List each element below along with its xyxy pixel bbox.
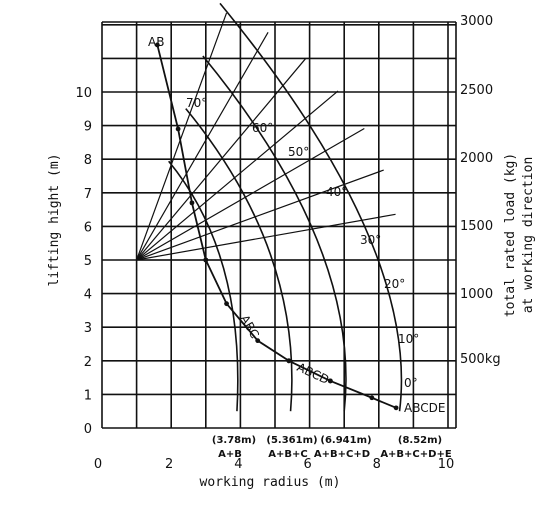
y2-tick-label: 500kg	[460, 352, 501, 367]
boom-section-length: (6.941m)	[320, 435, 371, 446]
y-tick-labels: 0 1 2 3 4 5 6 7 8 9 10	[75, 86, 92, 437]
load-point	[224, 301, 229, 307]
grid	[101, 21, 457, 429]
boom-section-labels: (3.78m) A+B (5.361m) A+B+C (6.941m) A+B+C+D (8…	[212, 435, 452, 460]
boom-section-combo: A+B+C+D+E	[380, 449, 452, 460]
y2-tick-labels: 500kg 1000 1500 2000 2500 3000	[460, 14, 501, 367]
load-point	[393, 405, 399, 411]
y-tick-label: 10	[75, 86, 92, 101]
range-arc	[202, 55, 347, 412]
y-tick-label: 5	[84, 254, 92, 269]
angle-label: 30°	[360, 233, 381, 247]
x-tick-label: 0	[94, 457, 102, 472]
x-tick-label: 6	[303, 457, 311, 472]
angle-label: 60°	[252, 121, 273, 135]
boom-section-combo: A+B	[218, 449, 242, 460]
load-curve-label: ABCD	[295, 360, 332, 387]
y-tick-label: 7	[84, 187, 92, 202]
angle-ray	[136, 213, 396, 261]
angle-ray	[136, 128, 365, 261]
range-arc	[219, 2, 403, 412]
y2-axis-label-1: total rated load (kg)	[503, 153, 518, 317]
y-tick-label: 8	[84, 153, 92, 168]
angle-label: 20°	[384, 277, 405, 291]
angle-label: 50°	[288, 145, 309, 159]
angle-label: 0°	[404, 376, 418, 390]
boom-section-length: (8.52m)	[398, 435, 442, 446]
boom-section-length: (5.361m)	[266, 435, 317, 446]
load-curve-segment	[204, 259, 290, 362]
angle-labels: 0° 10° 20° 30° 40° 50° 60° 70°	[186, 96, 419, 390]
angle-ray	[136, 31, 269, 261]
x-tick-label: 2	[165, 457, 173, 472]
load-point	[203, 257, 209, 263]
load-point	[154, 42, 160, 48]
load-curve-segment	[156, 44, 207, 261]
range-arc	[168, 160, 239, 412]
y-axis-label: lifting hight (m)	[47, 153, 62, 286]
load-curve-segment	[288, 359, 331, 382]
load-curve-label: AB	[148, 35, 164, 49]
load-point	[286, 358, 292, 364]
y-tick-label: 9	[84, 120, 92, 135]
load-curve-label: ABCDE	[404, 401, 445, 415]
y-tick-label: 2	[84, 355, 92, 370]
x-tick-label: 10	[438, 457, 455, 472]
y-tick-label: 4	[84, 288, 92, 303]
y-tick-label: 6	[84, 220, 92, 235]
angle-label: 70°	[186, 96, 207, 110]
y2-tick-label: 1500	[460, 219, 493, 234]
y-tick-label: 3	[84, 321, 92, 336]
x-tick-label: 4	[234, 457, 242, 472]
x-axis-label: working radius (m)	[200, 475, 341, 490]
angle-ray	[136, 90, 339, 261]
load-point	[255, 338, 261, 344]
y-tick-label: 0	[84, 422, 92, 437]
y2-tick-label: 3000	[460, 14, 493, 29]
boom-section-combo: A+B+C+D	[314, 449, 370, 460]
working-range-arcs	[136, 2, 403, 412]
range-arc	[185, 108, 293, 412]
angle-ray	[136, 169, 384, 261]
load-point	[369, 395, 375, 401]
x-tick-labels: 0 2 4 6 8 10	[94, 457, 454, 472]
angle-ray	[136, 12, 228, 261]
angle-ray	[136, 58, 307, 261]
y2-tick-label: 2500	[460, 83, 493, 98]
load-point	[175, 126, 181, 132]
y2-tick-label: 1000	[460, 287, 493, 302]
load-curve	[154, 42, 399, 411]
y-tick-label: 1	[84, 388, 92, 403]
load-point	[327, 378, 333, 384]
x-tick-label: 8	[373, 457, 381, 472]
load-point	[189, 200, 195, 206]
angle-label: 40°	[326, 185, 347, 199]
y2-axis-label-2: at working direction	[521, 157, 536, 314]
boom-section-length: (3.78m)	[212, 435, 256, 446]
boom-section-combo: A+B+C	[268, 449, 307, 460]
y2-tick-label: 2000	[460, 151, 493, 166]
angle-label: 10°	[398, 332, 419, 346]
